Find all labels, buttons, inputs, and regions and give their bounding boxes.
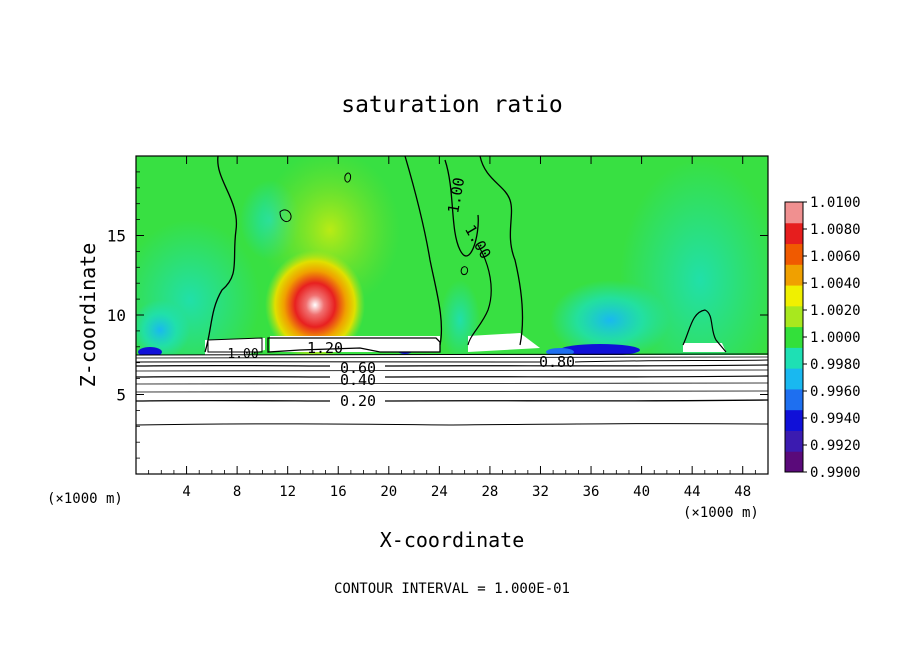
colorbar-swatch xyxy=(785,388,803,411)
contour-line xyxy=(136,375,768,378)
contour-line xyxy=(404,156,443,346)
x-tick-label: 28 xyxy=(481,484,498,500)
contour-line xyxy=(136,399,768,402)
colorbar-label: 1.0000 xyxy=(810,330,861,346)
x-tick-label: 24 xyxy=(431,484,448,500)
x-tick-label: 36 xyxy=(583,484,600,500)
colorbar xyxy=(784,201,804,473)
x-tick-label: 16 xyxy=(330,484,347,500)
colorbar-swatch xyxy=(785,409,803,431)
x-tick-label: 12 xyxy=(279,484,296,500)
contour-label: 1.20 xyxy=(307,339,343,357)
colorbar-label: 0.9920 xyxy=(810,438,861,454)
contour-line xyxy=(344,172,351,183)
y-tick-label: 10 xyxy=(107,306,126,325)
colorbar-swatch xyxy=(785,451,803,473)
contour-lines xyxy=(136,156,768,426)
x-unit-left: (×1000 m) xyxy=(47,491,123,507)
colorbar-label: 1.0100 xyxy=(810,195,861,211)
x-axis: 4 8 12 16 20 24 28 32 36 40 44 48 xyxy=(148,156,756,500)
plot-field: 0.20 0.40 0.60 0.80 1.00 1.00 1.00 1.20 xyxy=(136,156,768,474)
colorbar-labels: 1.0100 1.0080 1.0060 1.0040 1.0020 1.0000 0.99… xyxy=(803,195,861,481)
contour-line xyxy=(204,156,238,353)
colorbar-swatch xyxy=(785,222,803,245)
y-axis: 5 10 15 xyxy=(107,171,768,459)
contour-label: 0.20 xyxy=(340,392,376,410)
contour-label: 0.80 xyxy=(539,353,575,371)
chart-title: saturation ratio xyxy=(341,92,563,118)
x-axis-label: X-coordinate xyxy=(380,528,525,552)
field-region xyxy=(265,250,365,360)
field-region xyxy=(136,300,190,360)
x-tick-label: 4 xyxy=(182,484,190,500)
contour-line xyxy=(479,156,524,346)
colorbar-label: 1.0080 xyxy=(810,222,861,238)
colorbar-label: 0.9900 xyxy=(810,465,861,481)
colorbar-label: 0.9940 xyxy=(810,411,861,427)
contour-line xyxy=(136,364,768,367)
contour-label: 0.60 xyxy=(340,359,376,377)
contour-interval-note: CONTOUR INTERVAL = 1.000E-01 xyxy=(334,581,570,597)
colorbar-swatch xyxy=(785,243,803,265)
contour-label: 1.00 xyxy=(227,347,258,362)
field-region xyxy=(560,344,640,356)
x-tick-label: 8 xyxy=(233,484,241,500)
subsaturated-region xyxy=(136,355,768,474)
contour-line xyxy=(207,337,263,353)
contour-line xyxy=(136,423,768,426)
colorbar-swatch xyxy=(785,368,803,390)
y-tick-label: 15 xyxy=(107,227,126,246)
colorbar-label: 1.0040 xyxy=(810,276,861,292)
x-tick-label: 48 xyxy=(734,484,751,500)
x-tick-label: 32 xyxy=(532,484,549,500)
contour-label: 1.00 xyxy=(444,176,468,215)
contour-line xyxy=(267,337,441,353)
colorbar-label: 1.0020 xyxy=(810,303,861,319)
contour-line xyxy=(136,359,768,363)
field-region xyxy=(270,336,440,352)
x-tick-label: 40 xyxy=(633,484,650,500)
contour-line xyxy=(444,159,479,257)
contour-line xyxy=(682,309,727,353)
x-unit-right: (×1000 m) xyxy=(683,505,759,521)
colorbar-swatch xyxy=(785,430,803,452)
field-region xyxy=(468,333,540,352)
y-axis-label: Z-coordinate xyxy=(76,243,100,388)
colorbar-swatch xyxy=(785,264,803,286)
colorbar-swatch xyxy=(785,305,803,328)
contour-label: 0.40 xyxy=(340,371,376,389)
x-tick-label: 44 xyxy=(684,484,701,500)
contour-line xyxy=(467,244,492,346)
y-tick-label: 5 xyxy=(116,386,126,405)
colorbar-label: 0.9960 xyxy=(810,384,861,400)
colorbar-swatch xyxy=(785,285,803,307)
colorbar-swatch xyxy=(785,202,803,224)
colorbar-label: 1.0060 xyxy=(810,249,861,265)
contour-line xyxy=(136,353,768,356)
contour-line xyxy=(136,390,768,393)
contour-line xyxy=(279,209,292,223)
x-tick-label: 20 xyxy=(380,484,397,500)
contour-line xyxy=(460,266,469,275)
field-region xyxy=(683,343,726,352)
field-region xyxy=(550,280,670,360)
colorbar-label: 0.9980 xyxy=(810,357,861,373)
colorbar-swatch xyxy=(785,347,803,369)
colorbar-swatch xyxy=(785,326,803,348)
